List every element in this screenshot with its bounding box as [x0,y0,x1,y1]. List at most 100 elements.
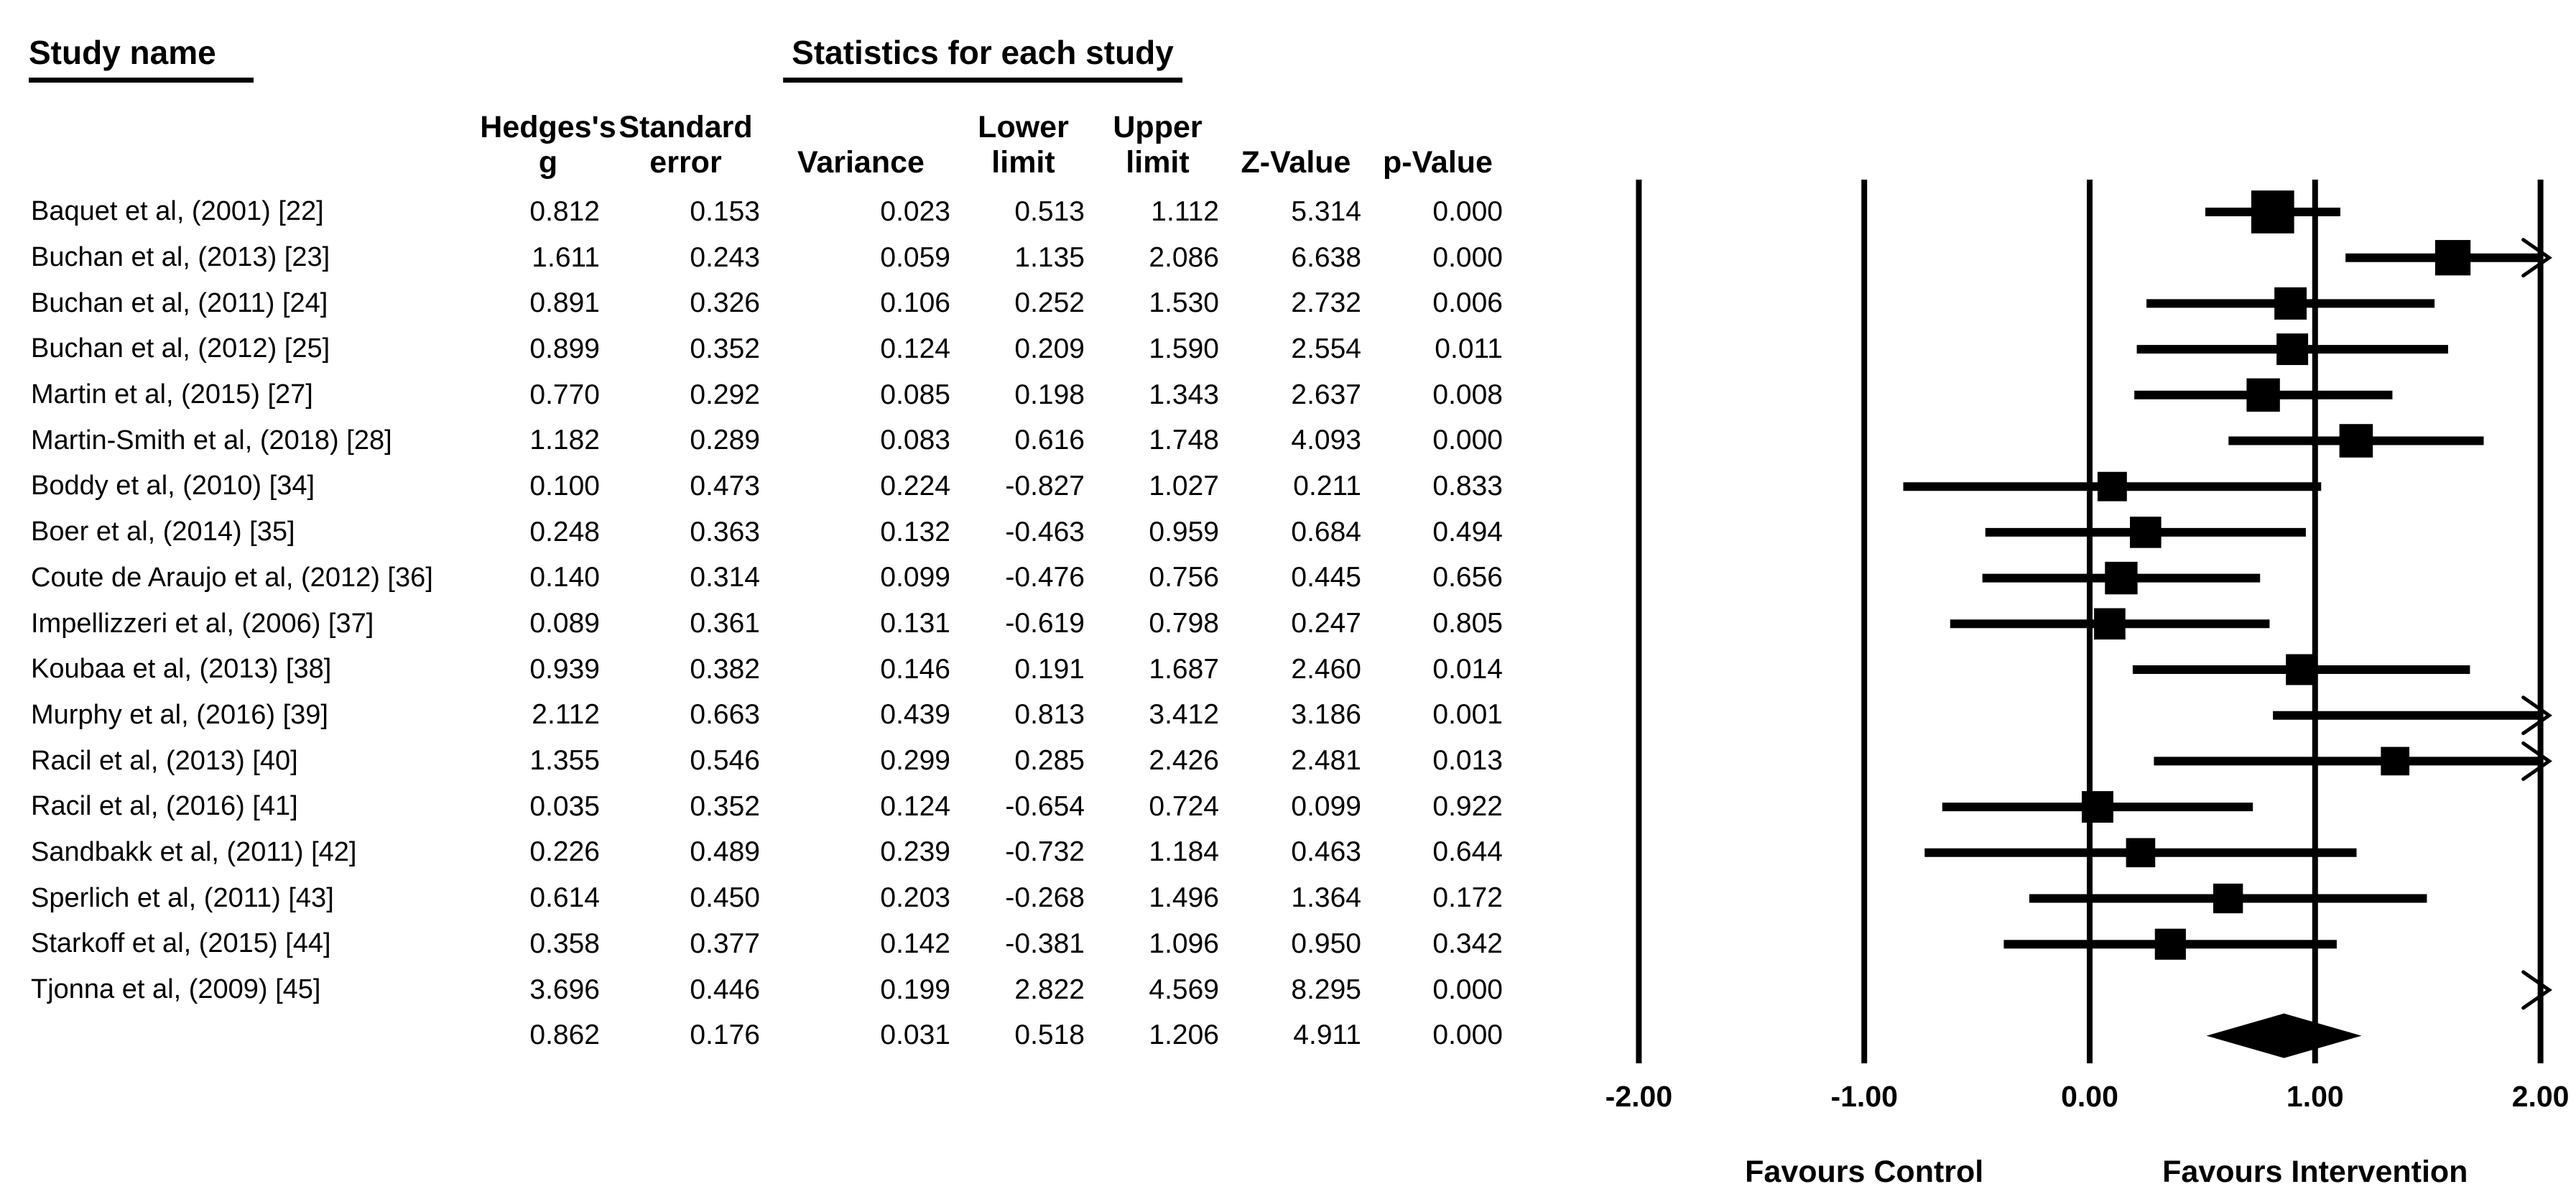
cell-g: 0.812 [529,195,600,227]
favours-intervention-label: Favours Intervention [2162,1155,2468,1189]
cell-p: 0.014 [1432,653,1503,685]
column-header-line: Z-Value [1241,145,1351,180]
cell-study-name: Buchan et al, (2012) [25] [31,333,330,364]
effect-square [2130,517,2162,548]
cell-g: 1.355 [529,745,600,777]
cell-lower: 0.191 [1014,653,1085,685]
effect-square [2276,333,2309,366]
cell-p: 0.000 [1432,1020,1503,1051]
cell-var: 0.083 [880,425,950,456]
cell-g: 0.891 [529,287,600,319]
column-header-line: Standard [618,110,753,144]
cell-upper: 0.724 [1149,790,1219,822]
cell-study-name: Starkoff et al, (2015) [44] [31,928,331,959]
cell-z: 2.481 [1291,745,1361,777]
statistics-header: Statistics for each study [783,34,1182,83]
cell-z: 0.463 [1291,836,1361,868]
cell-lower: 1.135 [1014,241,1085,273]
cell-p: 0.001 [1432,699,1503,731]
cell-var: 0.224 [880,470,950,501]
cell-se: 0.450 [690,882,760,914]
cell-se: 0.361 [690,608,760,639]
cell-study-name: Boer et al, (2014) [35] [31,517,295,547]
cell-p: 0.000 [1432,195,1503,227]
cell-study-name: Racil et al, (2016) [41] [31,791,298,822]
column-header: Upper limit [1090,106,1225,189]
effect-square [2094,608,2126,640]
cell-study-name: Sperlich et al, (2011) [43] [31,882,334,913]
cell-upper: 1.343 [1149,379,1219,410]
cell-p: 0.833 [1432,470,1503,501]
cell-study-name: Murphy et al, (2016) [39] [31,699,328,730]
column-header: p-Value [1367,106,1509,189]
cell-se: 0.153 [690,195,760,227]
cell-se: 0.663 [690,699,760,731]
cell-g: 0.770 [529,379,600,410]
overall-diamond [2206,1013,2362,1058]
cell-se: 0.352 [690,790,760,822]
cell-g: 0.899 [529,333,600,364]
cell-z: 0.684 [1291,516,1361,547]
cell-p: 0.342 [1432,928,1503,959]
effect-square [2246,378,2280,412]
effect-square [2339,424,2373,458]
column-header-line: limit [1126,145,1190,180]
axis-tick-label: 0.00 [2061,1080,2118,1113]
cell-var: 0.031 [880,1020,950,1051]
cell-g: 0.089 [529,608,600,639]
column-header-line: Lower [978,110,1069,144]
cell-lower: 0.198 [1014,379,1085,410]
cell-p: 0.644 [1432,836,1503,868]
cell-g: 0.862 [529,1020,600,1051]
column-header: Variance [766,106,956,189]
cell-study-name: Baquet et al, (2001) [22] [31,196,324,227]
cell-study-name: Impellizzeri et al, (2006) [37] [31,608,374,639]
cell-var: 0.085 [880,379,950,410]
column-header-line: Upper [1113,110,1203,144]
cell-z: 0.099 [1291,790,1361,822]
cell-study-name: Coute de Araujo et al, (2012) [36] [31,562,433,593]
cell-var: 0.142 [880,928,950,959]
effect-square [2097,471,2127,501]
cell-se: 0.377 [690,928,760,959]
ci-arrow-right-icon [2521,741,2552,781]
cell-lower: 2.822 [1014,974,1085,1005]
cell-z: 0.445 [1291,562,1361,593]
effect-square [2105,561,2138,595]
cell-lower: -0.268 [1005,882,1085,914]
cell-study-name: Martin-Smith et al, (2018) [28] [31,425,392,456]
cell-se: 0.289 [690,425,760,456]
cell-p: 0.006 [1432,287,1503,319]
cell-se: 0.382 [690,653,760,685]
cell-lower: -0.619 [1005,608,1085,639]
cell-upper: 1.590 [1149,333,1219,364]
effect-square [2126,838,2156,868]
column-header-line: limit [991,145,1055,180]
cell-se: 0.176 [690,1020,760,1051]
statistics-table: Hedges's g Standard error Variance Lower limit… [31,106,1509,1058]
axis-tick-label: -2.00 [1606,1080,1672,1113]
cell-upper: 2.086 [1149,241,1219,273]
cell-p: 0.008 [1432,379,1503,410]
column-header-line: error [649,145,722,180]
cell-lower: 0.518 [1014,1020,1085,1051]
cell-p: 0.656 [1432,562,1503,593]
cell-g: 3.696 [529,974,600,1005]
effect-square [2082,791,2113,823]
cell-upper: 1.496 [1149,882,1219,914]
cell-study-name: Tjonna et al, (2009) [45] [31,974,321,1005]
column-header-line: p-Value [1383,145,1493,180]
column-header-line: Hedges's [480,110,616,144]
cell-lower: 0.209 [1014,333,1085,364]
cell-lower: 0.616 [1014,425,1085,456]
effect-square [2286,654,2317,685]
cell-upper: 3.412 [1149,699,1219,731]
cell-var: 0.099 [880,562,950,593]
cell-g: 0.226 [529,836,600,868]
cell-se: 0.243 [690,241,760,273]
cell-z: 1.364 [1291,882,1361,914]
cell-study-name: Sandbakk et al, (2011) [42] [31,836,357,867]
cell-upper: 1.530 [1149,287,1219,319]
